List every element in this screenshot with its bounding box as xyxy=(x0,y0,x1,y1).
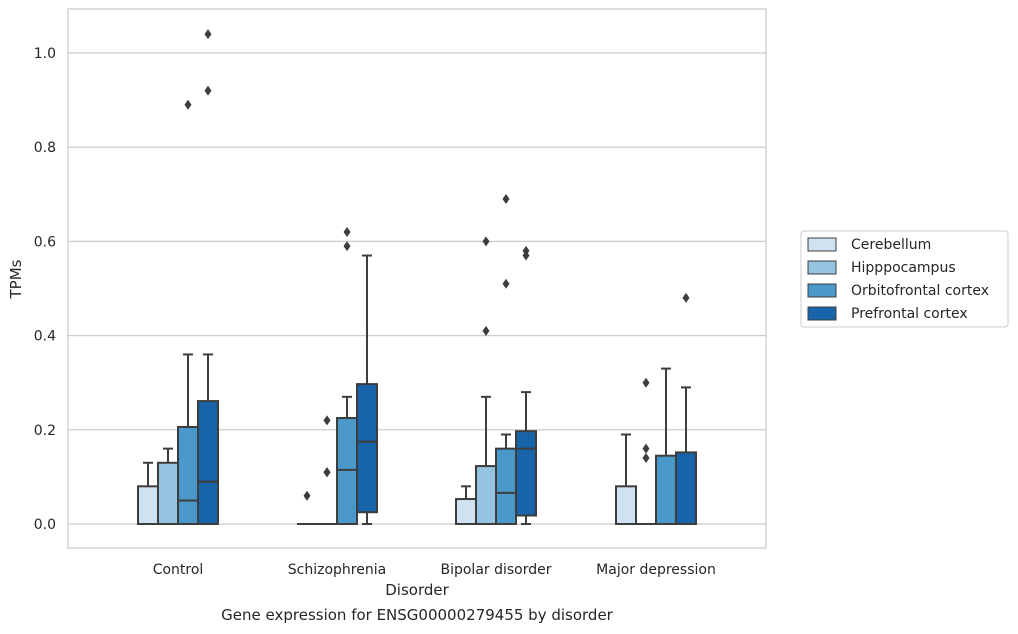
x-tick-label: Schizophrenia xyxy=(288,562,386,578)
box-body xyxy=(675,451,697,525)
legend-frame xyxy=(800,230,1009,328)
outlier-point xyxy=(204,29,212,40)
legend: Cerebellum Hipppocampus Orbitofrontal cort… xyxy=(800,230,1009,328)
box-2-1 xyxy=(475,236,497,525)
box-body xyxy=(177,425,199,525)
y-axis-label: TPMs xyxy=(7,259,25,299)
box-1-2 xyxy=(336,226,358,525)
outlier-point xyxy=(682,292,690,303)
gridlines xyxy=(68,52,766,525)
box-3-1 xyxy=(636,377,656,525)
outlier-point xyxy=(482,325,490,336)
legend-swatch xyxy=(807,237,837,252)
outlier-point xyxy=(204,85,212,96)
outlier-point xyxy=(502,278,510,289)
boxes xyxy=(137,29,697,526)
outlier-point xyxy=(343,226,351,237)
outlier-point xyxy=(184,99,192,110)
outlier-point xyxy=(642,377,650,388)
box-0-3 xyxy=(197,29,219,525)
box-2-3 xyxy=(515,245,537,525)
box-body xyxy=(615,485,637,526)
x-tick-labels: Control Schizophrenia Bipolar disorder Majo… xyxy=(153,562,716,578)
box-1-1 xyxy=(317,415,337,525)
outlier-point xyxy=(343,241,351,252)
legend-label: Hipppocampus xyxy=(851,260,956,276)
outlier-point xyxy=(482,236,490,247)
box-1-0 xyxy=(297,490,317,525)
x-tick-label: Bipolar disorder xyxy=(440,562,551,578)
x-tick-label: Control xyxy=(153,562,204,578)
box-0-2 xyxy=(177,99,199,525)
legend-swatch xyxy=(807,283,837,298)
box-body xyxy=(356,383,378,514)
figure-caption: Gene expression for ENSG00000279455 by d… xyxy=(221,606,613,624)
legend-swatch xyxy=(807,306,837,321)
x-tick-label: Major depression xyxy=(596,562,716,578)
outlier-point xyxy=(642,443,650,454)
legend-label: Orbitofrontal cortex xyxy=(851,283,989,299)
legend-label: Cerebellum xyxy=(851,237,931,253)
outlier-point xyxy=(323,415,331,426)
outlier-point xyxy=(522,250,530,261)
box-body xyxy=(515,430,537,517)
plot-area-frame xyxy=(67,8,767,549)
outlier-point xyxy=(502,194,510,205)
y-tick-label: 0.0 xyxy=(34,517,56,533)
box-0-1 xyxy=(157,447,179,525)
legend-label: Prefrontal cortex xyxy=(851,306,968,322)
box-1-3 xyxy=(356,254,378,525)
y-tick-labels: 0.0 0.2 0.4 0.6 0.8 1.0 xyxy=(34,46,56,533)
box-body xyxy=(455,498,477,525)
box-2-2 xyxy=(495,194,517,526)
box-0-0 xyxy=(137,461,159,526)
box-3-0 xyxy=(615,433,637,526)
outlier-point xyxy=(323,467,331,478)
outlier-point xyxy=(642,453,650,464)
box-body xyxy=(197,400,219,525)
y-tick-label: 0.4 xyxy=(34,329,56,345)
box-body xyxy=(475,465,497,525)
y-tick-label: 0.2 xyxy=(34,423,56,439)
outlier-point xyxy=(303,490,311,501)
box-3-2 xyxy=(655,367,677,525)
x-axis-label: Disorder xyxy=(385,581,449,599)
y-tick-label: 0.6 xyxy=(34,234,56,250)
y-tick-label: 1.0 xyxy=(34,46,56,62)
box-body xyxy=(157,461,179,525)
box-body xyxy=(336,417,358,525)
y-tick-label: 0.8 xyxy=(34,140,56,156)
box-2-0 xyxy=(455,485,477,525)
legend-swatch xyxy=(807,260,837,275)
box-body xyxy=(495,447,517,526)
box-3-3 xyxy=(675,292,697,525)
box-body xyxy=(137,485,159,526)
box-body xyxy=(655,454,677,525)
